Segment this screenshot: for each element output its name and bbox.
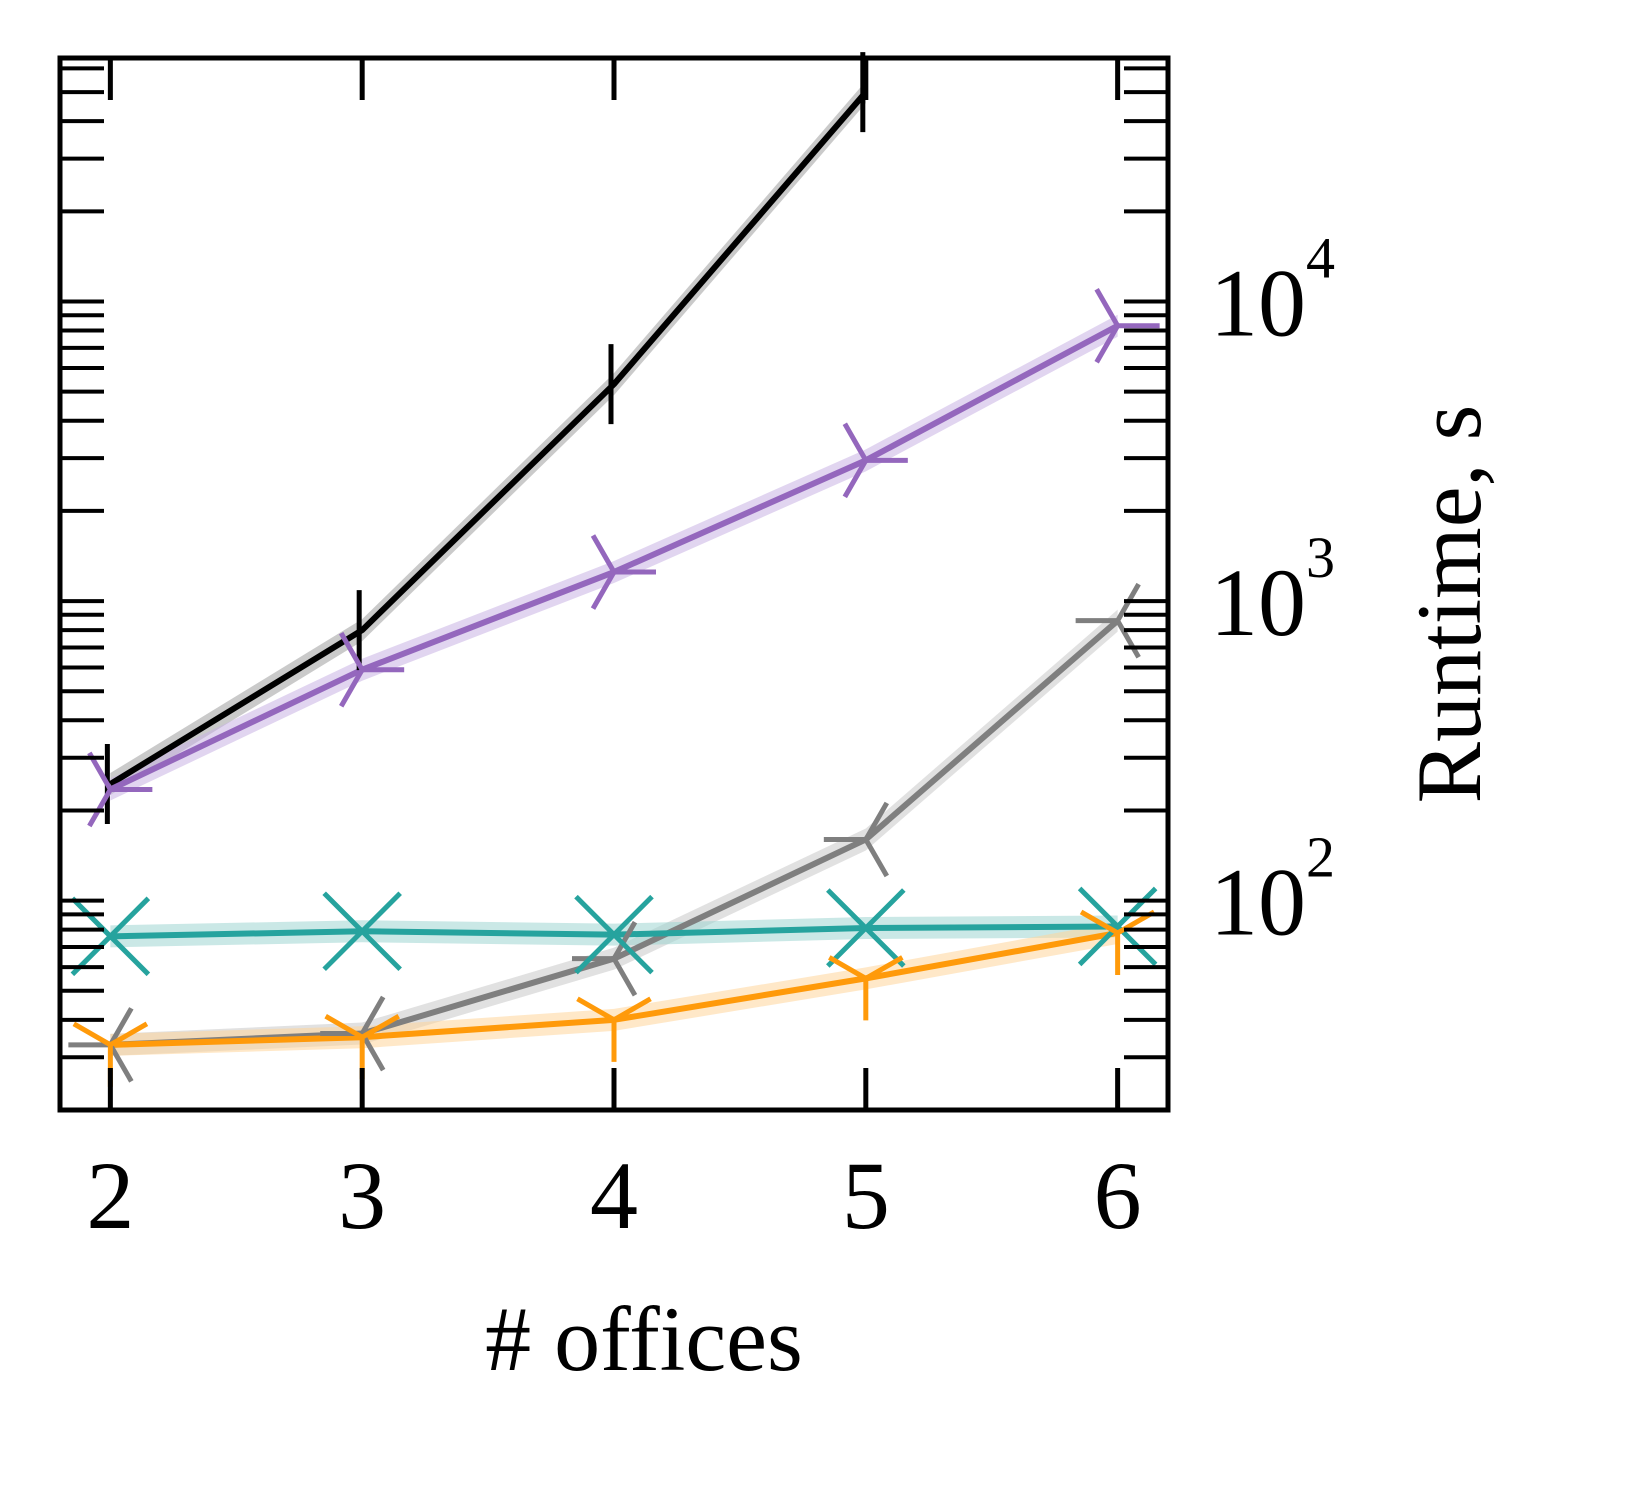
marker-series-5-point-3 — [576, 996, 652, 1062]
x-tick-label-3: 3 — [338, 1142, 386, 1249]
marker-series-2-point-5 — [1094, 287, 1160, 364]
y-axis-label: Runtime, s — [1398, 405, 1500, 804]
marker-series-4-point-2 — [322, 891, 402, 972]
x-tick-label-2: 2 — [86, 1142, 134, 1249]
marker-series-3-point-4 — [823, 801, 889, 878]
marker-series-2-point-3 — [590, 534, 656, 610]
band-series-3 — [110, 609, 1118, 1056]
y-tick-exponent: 4 — [1306, 226, 1335, 291]
marker-series-5-point-4 — [828, 955, 904, 1021]
series-markers — [68, 52, 1160, 1087]
marker-series-4-point-4 — [826, 888, 906, 968]
marker-series-3-point-1 — [68, 1007, 134, 1083]
x-axis-label: # offices — [485, 1288, 803, 1390]
line-series-1 — [108, 90, 869, 787]
y-tick-base: 10 — [1210, 250, 1306, 357]
y-tick-base: 10 — [1210, 549, 1306, 656]
x-tick-label-5: 5 — [842, 1142, 890, 1249]
marker-series-2-point-4 — [842, 422, 908, 499]
y-tick-label-1: 102 — [1210, 825, 1335, 956]
y-tick-label-3: 104 — [1210, 226, 1335, 357]
marker-series-4-point-3 — [574, 894, 654, 975]
y-tick-label-2: 103 — [1210, 525, 1335, 656]
axis-ticks — [60, 58, 1168, 1112]
y-tick-base: 10 — [1210, 849, 1306, 956]
marker-series-2-point-2 — [339, 631, 405, 708]
x-tick-labels: 2 3 4 5 6 — [86, 1142, 1141, 1249]
x-tick-label-4: 4 — [590, 1142, 638, 1249]
x-tick-label-6: 6 — [1094, 1142, 1142, 1249]
band-series-2 — [110, 314, 1118, 801]
marker-series-4-point-1 — [70, 896, 151, 977]
band-series-1 — [110, 81, 866, 796]
line-series-2 — [109, 323, 1120, 793]
y-tick-exponent: 2 — [1306, 825, 1335, 890]
y-tick-exponent: 3 — [1306, 525, 1335, 590]
